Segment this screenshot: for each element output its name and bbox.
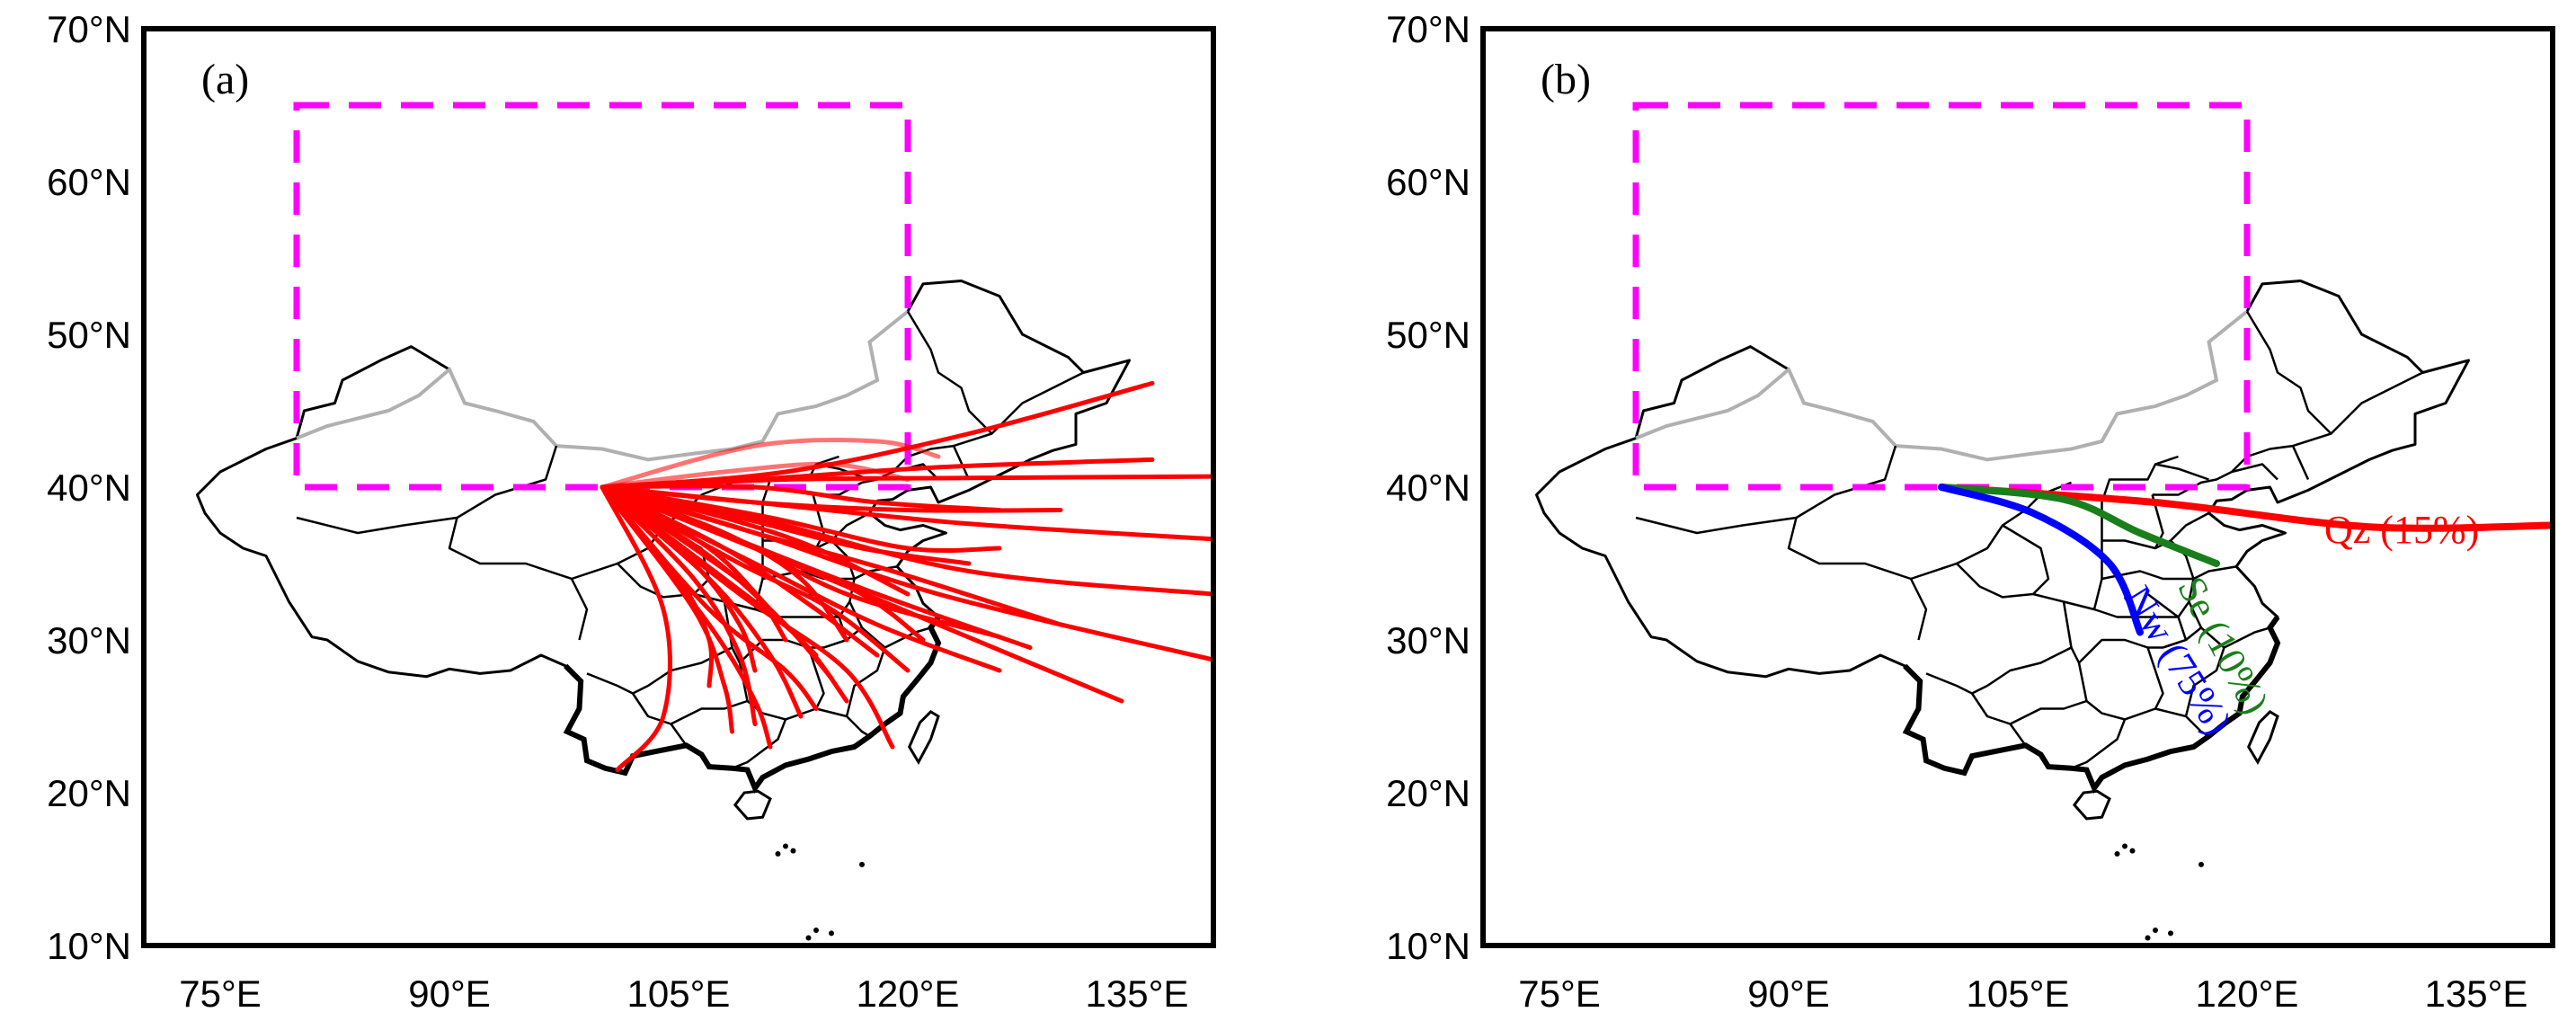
lat-tick-label: 40°N bbox=[1386, 466, 1470, 509]
lat-tick-label: 70°N bbox=[1386, 8, 1470, 50]
lat-tick-label: 30°N bbox=[1386, 619, 1470, 662]
trajectory bbox=[600, 437, 941, 490]
lat-tick-label: 70°N bbox=[47, 8, 131, 50]
panel-a-label: (a) bbox=[201, 56, 249, 103]
lat-tick-label: 10°N bbox=[47, 925, 131, 967]
trajectory bbox=[600, 380, 1155, 490]
lon-tick-label: 75°E bbox=[179, 972, 262, 1015]
trajectory bbox=[600, 484, 1063, 627]
trajectory bbox=[600, 484, 1002, 512]
trajectory bbox=[600, 484, 734, 734]
panel-b-axis-ticks: 75°E 90°E 105°E 120°E 135°E 10°N 20°N 30°N 40°N 5… bbox=[1386, 8, 2527, 1015]
lon-tick-label: 135°E bbox=[2425, 972, 2528, 1015]
panel-b: (b) 75°E 90°E 105°E 120°E 135°E 10°N 20°N 30°N 4… bbox=[1386, 8, 2555, 1015]
lat-tick-label: 50°N bbox=[1386, 314, 1470, 356]
lon-tick-label: 90°E bbox=[1747, 972, 1830, 1015]
lat-tick-label: 30°N bbox=[47, 619, 131, 662]
trajectory bbox=[600, 484, 834, 680]
lat-tick-label: 60°N bbox=[47, 161, 131, 203]
trajectory bbox=[600, 484, 819, 711]
lat-tick-label: 20°N bbox=[1386, 772, 1470, 814]
lat-tick-label: 40°N bbox=[47, 466, 131, 509]
trajectory bbox=[600, 461, 910, 490]
trajectory bbox=[600, 484, 672, 772]
lat-tick-label: 60°N bbox=[1386, 161, 1470, 203]
trajectory bbox=[600, 484, 880, 658]
panel-b-coastline bbox=[1902, 615, 2281, 941]
panel-a-trajectories bbox=[600, 380, 1213, 772]
lon-tick-label: 105°E bbox=[1967, 972, 2070, 1015]
lon-tick-label: 90°E bbox=[408, 972, 491, 1015]
panel-a: (a) 75°E 90°E 105°E 120°E 135°E 10°N 20°N 30°N 4… bbox=[47, 8, 1216, 1015]
trajectory bbox=[600, 484, 972, 566]
lon-tick-label: 75°E bbox=[1518, 972, 1601, 1015]
lat-tick-label: 50°N bbox=[47, 314, 131, 356]
cluster-path bbox=[1938, 484, 2144, 636]
lon-tick-label: 120°E bbox=[2196, 972, 2299, 1015]
trajectory bbox=[600, 484, 1002, 554]
panel-b-cluster-paths bbox=[1938, 484, 2553, 636]
panel-b-source-region-box bbox=[1632, 102, 2251, 491]
panel-b-province-borders bbox=[1535, 280, 2470, 790]
lat-tick-label: 20°N bbox=[47, 772, 131, 814]
lon-tick-label: 135°E bbox=[1086, 972, 1189, 1015]
panel-b-label: (b) bbox=[1541, 56, 1591, 103]
cluster-path bbox=[1938, 484, 2220, 567]
lat-tick-label: 10°N bbox=[1386, 925, 1470, 967]
trajectory bbox=[600, 484, 1033, 650]
panel-a-source-region-box bbox=[293, 102, 911, 491]
cluster-label-qz: Qz (15%) bbox=[2324, 508, 2479, 552]
lon-tick-label: 105°E bbox=[627, 972, 731, 1015]
panel-a-axis-ticks: 75°E 90°E 105°E 120°E 135°E 10°N 20°N 30°N 40°N 5… bbox=[47, 8, 1188, 1015]
panel-a-coastline bbox=[563, 615, 942, 941]
lon-tick-label: 120°E bbox=[857, 972, 960, 1015]
